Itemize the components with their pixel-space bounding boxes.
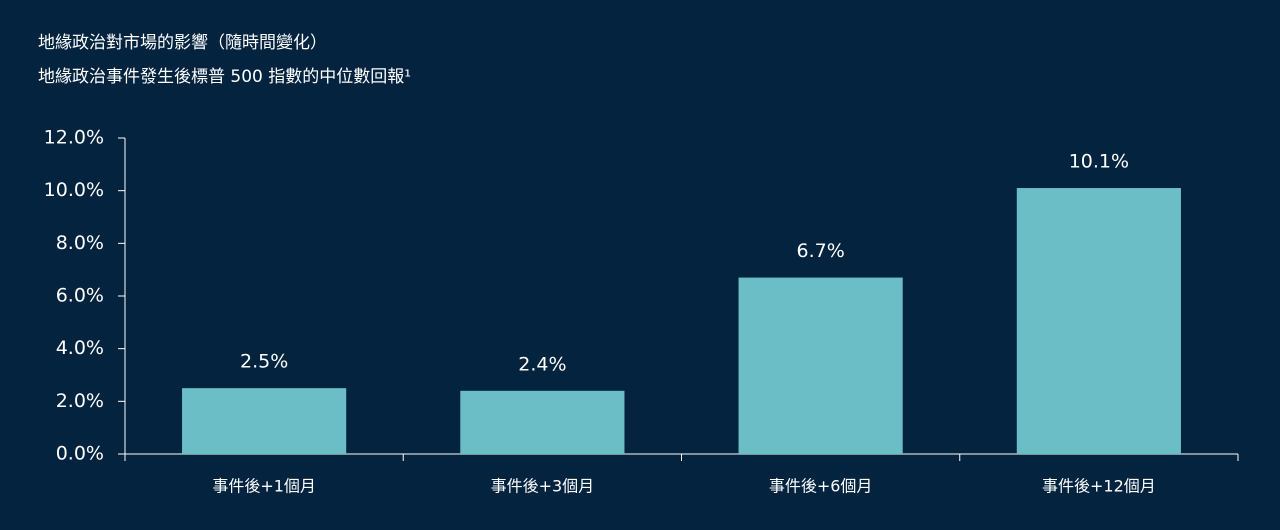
value-label: 2.5% [240, 351, 288, 373]
bar [460, 390, 625, 454]
y-tick-label: 12.0% [44, 127, 104, 149]
x-tick-label: 事件後+12個月 [1042, 477, 1156, 496]
x-tick-label: 事件後+3個月 [491, 477, 595, 496]
y-tick-label: 0.0% [56, 443, 104, 465]
y-tick-label: 10.0% [44, 179, 104, 201]
y-tick-label: 8.0% [56, 232, 104, 254]
x-tick-label: 事件後+1個月 [212, 477, 316, 496]
chart-subtitle: 地緣政治事件發生後標普 500 指數的中位數回報¹ [38, 67, 411, 87]
value-label: 2.4% [518, 353, 566, 375]
y-tick-label: 2.0% [56, 390, 104, 412]
value-label: 10.1% [1069, 151, 1129, 173]
bar [182, 388, 347, 454]
chart-title: 地緣政治對市場的影響（隨時間變化） [38, 33, 327, 53]
value-label: 6.7% [796, 240, 844, 262]
y-tick-label: 4.0% [56, 337, 104, 359]
bar [1016, 188, 1181, 455]
x-tick-label: 事件後+6個月 [769, 477, 873, 496]
y-tick-label: 6.0% [56, 285, 104, 307]
bar [738, 277, 903, 454]
